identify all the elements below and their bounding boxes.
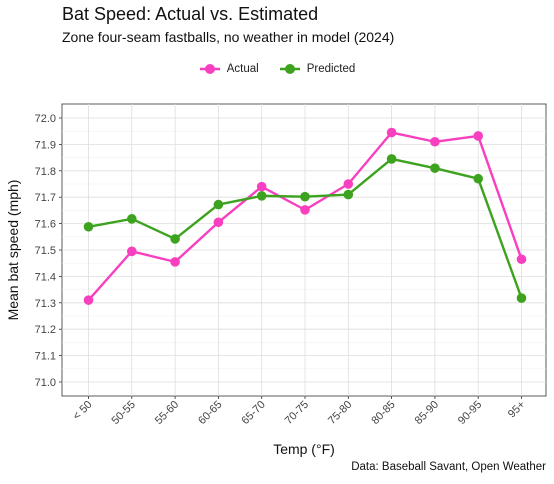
data-point-predicted bbox=[516, 293, 527, 303]
chart-title: Bat Speed: Actual vs. Estimated bbox=[62, 4, 319, 24]
x-axis-title: Temp (°F) bbox=[273, 441, 335, 457]
data-point-actual bbox=[516, 254, 527, 265]
y-tick-label: 71.8 bbox=[35, 166, 56, 178]
y-axis-title: Mean bat speed (mph) bbox=[5, 180, 21, 321]
x-tick-label: 85-90 bbox=[413, 399, 441, 427]
x-tick-label: 70-75 bbox=[283, 399, 311, 427]
plot-panel bbox=[61, 103, 547, 397]
y-tick-label: 71.0 bbox=[35, 377, 56, 389]
legend-label-predicted: Predicted bbox=[306, 63, 356, 75]
x-tick-label: 75-80 bbox=[326, 399, 354, 427]
x-tick-label: 95+ bbox=[506, 399, 528, 421]
x-axis-ticks: < 50 50-55 55-60 60-65 65-70 70-75 75-80 80-85 8… bbox=[71, 396, 528, 427]
y-tick-label: 71.6 bbox=[35, 219, 56, 231]
x-tick-label: 90-95 bbox=[456, 399, 484, 427]
data-point-actual bbox=[473, 131, 484, 141]
legend-key-predicted bbox=[279, 64, 300, 74]
data-point-predicted bbox=[170, 234, 180, 244]
series-layer bbox=[83, 127, 527, 305]
data-point-predicted bbox=[386, 154, 397, 164]
x-tick-label: 80-85 bbox=[369, 399, 397, 427]
y-tick-label: 71.7 bbox=[35, 192, 56, 204]
y-tick-label: 71.3 bbox=[35, 298, 56, 310]
y-axis-ticks: 71.0 71.1 71.2 71.3 71.4 71.5 71.6 71.7 71.8 71.9… bbox=[35, 113, 62, 389]
data-source-caption: Data: Baseball Savant, Open Weather bbox=[351, 461, 546, 473]
data-point-actual bbox=[213, 217, 224, 228]
data-point-predicted bbox=[213, 199, 224, 210]
legend-key-actual bbox=[199, 64, 220, 74]
data-point-predicted bbox=[256, 191, 267, 201]
data-point-actual bbox=[343, 179, 354, 189]
legend: Actual Predicted bbox=[0, 62, 554, 76]
data-point-actual bbox=[256, 181, 267, 192]
y-tick-label: 71.1 bbox=[35, 351, 56, 363]
data-point-actual bbox=[386, 127, 397, 138]
data-point-actual bbox=[300, 205, 310, 215]
legend-item-predicted: Predicted bbox=[279, 62, 356, 76]
y-tick-label: 71.4 bbox=[35, 271, 56, 283]
y-tick-label: 71.9 bbox=[35, 139, 56, 151]
data-point-predicted bbox=[430, 163, 440, 173]
data-point-actual bbox=[430, 136, 440, 147]
chart-subtitle: Zone four-seam fastballs, no weather in … bbox=[62, 29, 395, 45]
data-point-predicted bbox=[83, 221, 94, 232]
x-tick-label: 60-65 bbox=[196, 399, 224, 427]
data-point-predicted bbox=[343, 189, 354, 200]
x-tick-label: 55-60 bbox=[153, 399, 181, 427]
data-point-predicted bbox=[127, 214, 137, 224]
x-tick-label: 65-70 bbox=[239, 399, 267, 427]
x-tick-label: 50-55 bbox=[110, 399, 138, 427]
series-line-predicted bbox=[88, 157, 523, 299]
data-point-predicted bbox=[473, 173, 484, 184]
data-point-actual bbox=[127, 246, 137, 257]
x-tick-label: < 50 bbox=[71, 399, 95, 423]
data-point-predicted bbox=[300, 191, 310, 202]
data-point-actual bbox=[83, 295, 94, 305]
y-tick-label: 71.5 bbox=[35, 245, 56, 257]
y-tick-label: 72.0 bbox=[35, 113, 56, 125]
data-point-actual bbox=[170, 257, 180, 267]
legend-item-actual: Actual bbox=[199, 62, 259, 76]
series-line-actual bbox=[87, 131, 523, 301]
grid bbox=[62, 104, 546, 396]
legend-label-actual: Actual bbox=[226, 63, 259, 75]
y-tick-label: 71.2 bbox=[35, 324, 56, 336]
